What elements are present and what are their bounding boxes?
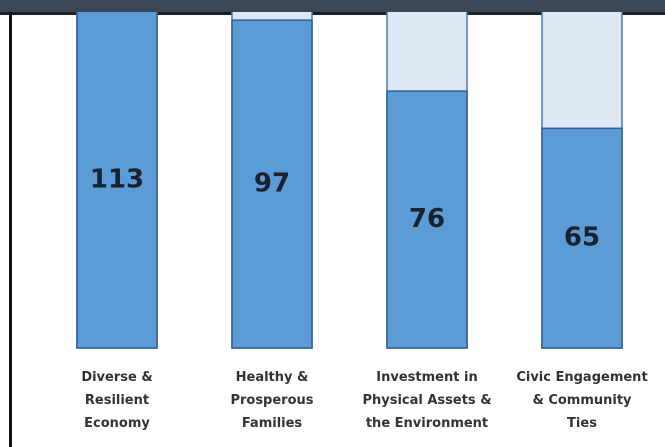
top-photo-strip [0, 0, 665, 12]
bar [231, 19, 313, 349]
data-label: 65 [564, 223, 600, 253]
x-tick-label: Civic Engagement & Community Ties [516, 370, 648, 431]
x-tick-label: Healthy & Prosperous Families [230, 370, 314, 431]
data-label: 76 [409, 204, 445, 234]
top-border [0, 12, 665, 15]
bar [386, 90, 468, 349]
plot-area [76, 12, 623, 349]
x-tick-label: Investment in Physical Assets & the Envi… [362, 370, 492, 431]
bar [541, 127, 623, 349]
data-label: 97 [254, 169, 290, 199]
data-label: 113 [90, 165, 144, 195]
x-tick-label: Diverse & Resilient Economy [81, 370, 153, 431]
bar [76, 12, 158, 349]
left-border [9, 12, 12, 447]
